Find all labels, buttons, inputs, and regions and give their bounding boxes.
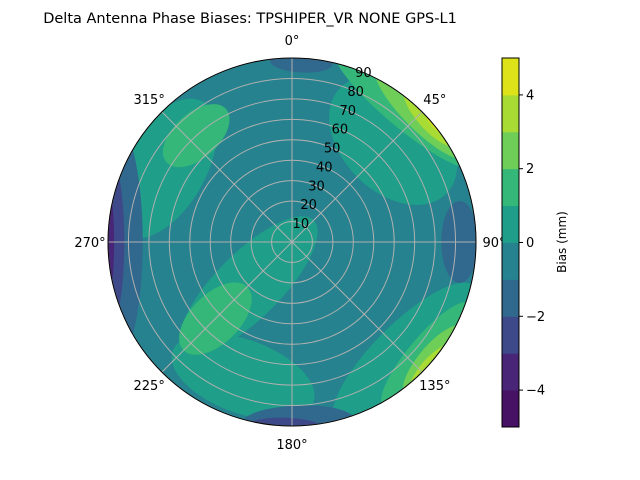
theta-gridline [291, 241, 423, 373]
colorbar-segment [502, 390, 519, 428]
theta-tick-label: 225° [134, 379, 165, 394]
r-tick-label: 80 [347, 85, 364, 100]
colorbar-tick-label: −4 [526, 384, 545, 399]
colorbar-segment [502, 205, 519, 243]
theta-tick-label: 270° [74, 236, 105, 251]
colorbar: −4 −2 0 2 4 [501, 57, 545, 428]
colorbar-tick-label: −2 [526, 310, 545, 325]
theta-tick-labels: 0° 45° 90° 135° 180° 225° 270° 315° [74, 34, 505, 453]
theta-tick-label: 45° [423, 93, 446, 108]
theta-tick-label: 135° [419, 379, 450, 394]
colorbar-tick-label: 0 [526, 236, 534, 251]
theta-gridline [291, 111, 423, 243]
colorbar-segment [502, 316, 519, 354]
contour-region-20 [246, 417, 325, 426]
theta-tick-label: 90° [482, 236, 505, 251]
colorbar-tick-label: 2 [526, 162, 534, 177]
theta-gridline [161, 111, 293, 243]
theta-gridline [161, 241, 293, 373]
chart-title: Delta Antenna Phase Biases: TPSHIPER_VR … [43, 11, 457, 27]
r-tick-label: 20 [300, 198, 317, 213]
theta-tick-label: 180° [276, 438, 307, 453]
colorbar-segment [502, 279, 519, 317]
r-tick-label: 10 [293, 217, 310, 232]
r-tick-label: 70 [339, 104, 356, 119]
r-tick-label: 50 [324, 142, 341, 157]
r-tick-label: 40 [316, 160, 333, 175]
colorbar-segment [502, 58, 519, 96]
r-tick-label: 60 [332, 123, 349, 138]
r-tick-labels: 10 20 30 40 50 60 70 80 90 [293, 66, 372, 232]
contour-region-18 [270, 58, 333, 73]
colorbar-segment [502, 94, 519, 133]
colorbar-label: Bias (mm) [555, 211, 569, 273]
colorbar-segment [502, 168, 519, 207]
r-tick-label: 90 [355, 66, 372, 81]
colorbar-segment [502, 242, 519, 280]
colorbar-segment [502, 353, 519, 391]
polar-grid [107, 57, 477, 427]
theta-tick-label: 315° [134, 93, 165, 108]
r-tick-label: 30 [308, 179, 325, 194]
theta-tick-label: 0° [285, 34, 300, 49]
colorbar-segment [502, 131, 519, 170]
colorbar-tick-label: 4 [526, 88, 534, 103]
polar-frame [107, 57, 477, 427]
